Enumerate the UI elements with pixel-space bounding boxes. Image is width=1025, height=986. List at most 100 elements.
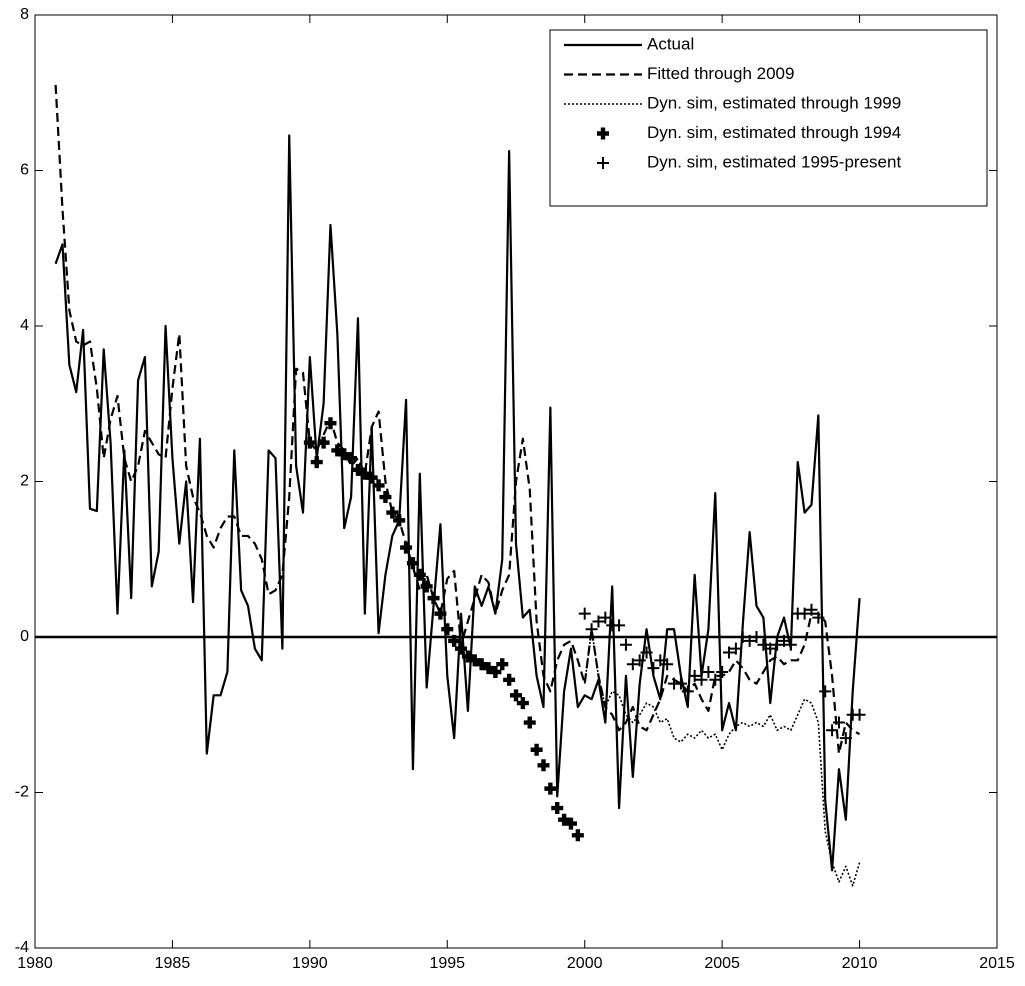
marker — [729, 642, 742, 655]
marker — [819, 685, 832, 698]
marker — [654, 654, 667, 667]
marker — [564, 817, 577, 830]
marker — [599, 611, 612, 624]
x-tick-label: 1995 — [429, 955, 465, 972]
marker — [853, 708, 866, 721]
marker — [324, 417, 337, 430]
series-line — [54, 134, 861, 872]
marker — [530, 743, 543, 756]
marker — [461, 650, 474, 663]
y-tick-label: -2 — [15, 784, 29, 801]
marker — [812, 611, 825, 624]
marker — [386, 506, 399, 519]
marker — [674, 677, 687, 690]
marker — [585, 623, 598, 636]
legend-label: Dyn. sim, estimated through 1994 — [647, 123, 901, 142]
marker — [578, 607, 591, 620]
marker — [448, 634, 461, 647]
marker — [619, 638, 632, 651]
x-tick-label: 2000 — [567, 955, 603, 972]
marker — [310, 456, 323, 469]
x-tick-label: 2010 — [842, 955, 878, 972]
marker — [661, 658, 674, 671]
marker — [503, 673, 516, 686]
marker — [688, 669, 701, 682]
marker — [597, 127, 609, 140]
x-tick-label: 2015 — [979, 955, 1015, 972]
marker — [489, 665, 502, 678]
marker — [695, 673, 708, 686]
marker — [551, 802, 564, 815]
marker — [681, 685, 694, 698]
marker — [571, 829, 584, 842]
marker — [743, 634, 756, 647]
marker — [523, 716, 536, 729]
marker — [805, 603, 818, 616]
legend-label: Dyn. sim, estimated 1995-present — [647, 152, 901, 171]
marker — [537, 759, 550, 772]
legend: Actual Fitted through 2009 Dyn. sim, estim… — [549, 29, 988, 207]
marker — [626, 658, 639, 671]
marker — [441, 623, 454, 636]
marker — [406, 557, 419, 570]
marker — [358, 467, 371, 480]
marker — [832, 716, 845, 729]
marker — [379, 491, 392, 504]
y-tick-label: 0 — [20, 628, 29, 645]
marker — [826, 724, 839, 737]
y-tick-label: 2 — [20, 473, 29, 490]
marker — [400, 541, 413, 554]
marker — [434, 607, 447, 620]
marker — [331, 444, 344, 457]
marker — [757, 638, 770, 651]
marker — [516, 697, 529, 710]
marker — [496, 658, 509, 671]
marker — [736, 631, 749, 643]
marker — [633, 654, 646, 667]
marker — [771, 638, 784, 651]
x-tick-label: 1990 — [292, 955, 328, 972]
y-tick-label: -4 — [15, 939, 29, 956]
marker — [839, 732, 852, 745]
marker — [723, 646, 736, 659]
marker — [750, 631, 763, 643]
marker — [303, 436, 316, 449]
y-tick-label: 8 — [20, 6, 29, 23]
x-tick-label: 2005 — [704, 955, 740, 972]
marker — [365, 471, 378, 484]
marker — [647, 662, 660, 675]
marker — [592, 615, 605, 628]
legend-label: Actual — [647, 34, 694, 53]
series-line — [583, 628, 861, 887]
marker — [372, 479, 385, 492]
marker — [716, 665, 729, 678]
y-tick-label: 4 — [20, 317, 29, 334]
marker — [420, 580, 433, 593]
marker — [613, 619, 626, 632]
marker — [640, 646, 653, 659]
marker — [510, 689, 522, 702]
marker — [558, 813, 571, 826]
marker — [345, 452, 358, 465]
legend-label: Fitted through 2009 — [647, 64, 794, 83]
marker — [455, 642, 468, 655]
marker — [544, 782, 557, 795]
marker — [597, 157, 609, 169]
marker — [798, 607, 811, 620]
marker — [427, 592, 440, 605]
x-tick-label: 1985 — [155, 955, 191, 972]
marker — [351, 463, 364, 476]
marker — [784, 638, 797, 651]
marker — [413, 568, 426, 581]
marker — [475, 658, 488, 671]
marker — [709, 673, 722, 686]
y-tick-label: 6 — [20, 162, 29, 179]
marker — [482, 662, 495, 675]
marker — [338, 448, 351, 461]
series-line — [54, 84, 861, 755]
x-tick-label: 1980 — [17, 955, 53, 972]
marker — [777, 634, 790, 647]
marker — [702, 665, 715, 678]
